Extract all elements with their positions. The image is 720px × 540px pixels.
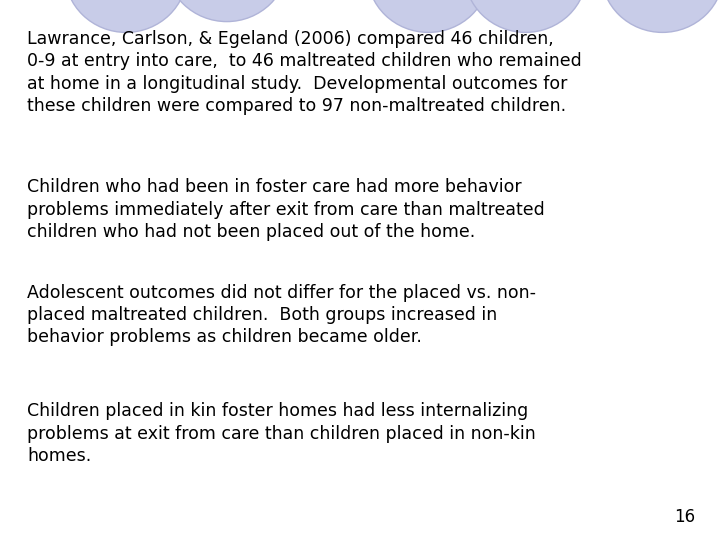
Text: Children placed in kin foster homes had less internalizing
problems at exit from: Children placed in kin foster homes had … xyxy=(27,402,536,465)
Text: 16: 16 xyxy=(674,509,695,526)
Ellipse shape xyxy=(464,0,587,32)
Ellipse shape xyxy=(166,0,288,22)
Text: Lawrance, Carlson, & Egeland (2006) compared 46 children,
0-9 at entry into care: Lawrance, Carlson, & Egeland (2006) comp… xyxy=(27,30,582,115)
Text: Adolescent outcomes did not differ for the placed vs. non-
placed maltreated chi: Adolescent outcomes did not differ for t… xyxy=(27,284,536,347)
Ellipse shape xyxy=(601,0,720,32)
Ellipse shape xyxy=(65,0,187,32)
Ellipse shape xyxy=(367,0,490,32)
Text: Children who had been in foster care had more behavior
problems immediately afte: Children who had been in foster care had… xyxy=(27,178,545,241)
